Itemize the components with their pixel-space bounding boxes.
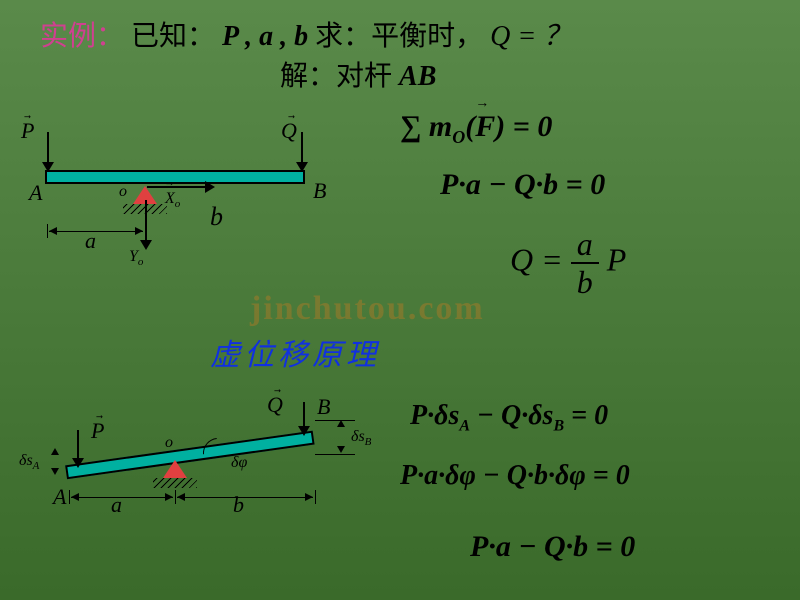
dim2-b-line bbox=[177, 497, 313, 498]
dim2-tick-B bbox=[315, 490, 316, 504]
P2-arrow-head bbox=[72, 458, 84, 468]
A-label: A bbox=[29, 180, 42, 206]
title-line-1: 实例： 已知： P , a , b 求：平衡时， Q = ？ bbox=[40, 14, 571, 54]
P-arrow-shaft bbox=[47, 132, 49, 166]
P-arrow-head bbox=[42, 162, 54, 172]
P2-label: P bbox=[91, 418, 104, 444]
q-unknown: Q = ？ bbox=[490, 21, 571, 52]
Xo-arrow-head bbox=[205, 181, 215, 193]
title-line-2: 解：对杆 AB bbox=[280, 54, 436, 94]
eq2-final: P·a − Q·b = 0 bbox=[470, 530, 635, 564]
eq-moment: ∑ mO(F→) = 0 bbox=[400, 110, 552, 148]
Q-arrow-head bbox=[296, 162, 308, 172]
Xo-arrow-shaft bbox=[147, 186, 207, 188]
dim2-a-line bbox=[71, 497, 173, 498]
dsB-arrow-up bbox=[337, 420, 345, 427]
P-label: P bbox=[21, 118, 34, 144]
ref-line-B-bot bbox=[315, 454, 355, 455]
known-vars: P , a , b bbox=[222, 21, 308, 52]
ask-prefix: 求：平衡时， bbox=[315, 21, 483, 52]
Q2-label: Q bbox=[267, 392, 283, 418]
dim2-tick-O bbox=[175, 490, 176, 504]
beam-AB bbox=[45, 170, 305, 184]
dsB-arrow-down bbox=[337, 446, 345, 453]
solution-object: AB bbox=[399, 61, 436, 92]
dsB-label: δsB bbox=[351, 428, 371, 448]
dim2-a-arrow-l bbox=[71, 493, 79, 501]
ref-line-B-top bbox=[315, 420, 355, 421]
dim2-a-label: a bbox=[111, 492, 122, 518]
known-prefix: 已知： bbox=[131, 21, 215, 52]
dphi-label: δφ bbox=[231, 454, 247, 472]
dim-a-arrow-l bbox=[49, 227, 57, 235]
B2-label: B bbox=[317, 394, 330, 420]
eq-balance: P·a − Q·b = 0 bbox=[440, 168, 605, 202]
dim2-a-arrow-r bbox=[165, 493, 173, 501]
eq-Q-result: Q = a b P bbox=[510, 228, 626, 298]
eq2-subst: P·a·δφ − Q·b·δφ = 0 bbox=[400, 460, 630, 492]
figure-2: ⃗ Q B ⃗ P δsA δsB A o δφ a b bbox=[15, 390, 375, 570]
support-triangle-2 bbox=[163, 460, 187, 478]
dsA-arrow-up bbox=[51, 448, 59, 455]
dim-a-label: a bbox=[85, 228, 96, 254]
Q2-arrow-head bbox=[298, 426, 310, 436]
figure-1: ⃗ P ⃗ Q A B o ⃗ Xo Yo a b bbox=[15, 120, 345, 290]
dim2-b-label: b bbox=[233, 492, 244, 518]
dim-tick-O bbox=[145, 224, 146, 238]
dim-tick-A bbox=[47, 224, 48, 238]
dim-b-label: b bbox=[210, 202, 223, 232]
dim2-b-arrow-r bbox=[305, 493, 313, 501]
o-label: o bbox=[119, 183, 127, 201]
example-label: 实例： bbox=[40, 21, 124, 52]
Q-arrow-shaft bbox=[301, 132, 303, 166]
eq2-vw: P·δsA − Q·δsB = 0 bbox=[410, 400, 608, 436]
dsA-arrow-down bbox=[51, 468, 59, 475]
dsA-label: δsA bbox=[19, 452, 39, 472]
dim2-b-arrow-l bbox=[177, 493, 185, 501]
Xo-label: Xo bbox=[165, 190, 180, 210]
principle-heading: 虚位移原理 bbox=[210, 330, 380, 374]
A2-label: A bbox=[53, 484, 66, 510]
solution-prefix: 解：对杆 bbox=[280, 61, 392, 92]
dim-a-arrow-r bbox=[135, 227, 143, 235]
Q-label: Q bbox=[281, 118, 297, 144]
B-label: B bbox=[313, 178, 326, 204]
support-hatch-2 bbox=[153, 478, 197, 488]
watermark: jinchutou.com bbox=[250, 290, 485, 328]
o2-label: o bbox=[165, 434, 173, 452]
dim2-tick-A bbox=[69, 490, 70, 504]
Yo-label: Yo bbox=[129, 248, 143, 268]
dim-a-line bbox=[49, 231, 143, 232]
